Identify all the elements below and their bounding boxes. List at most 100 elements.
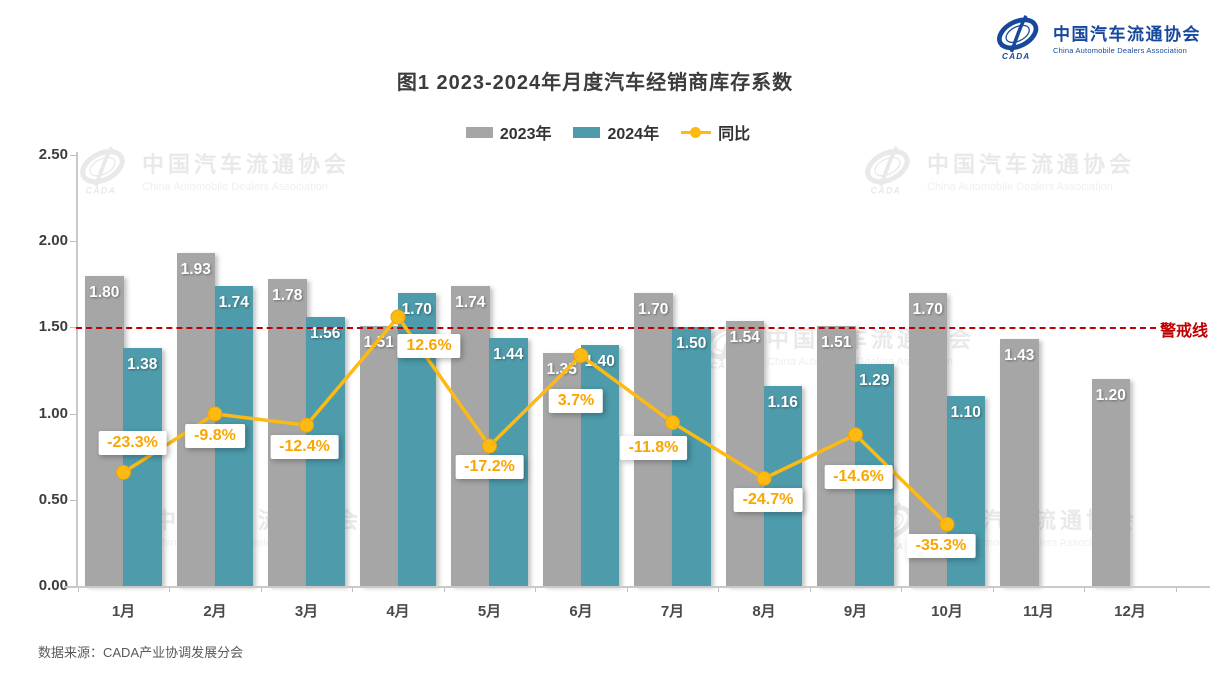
bar-value-label: 1.38 <box>127 356 158 374</box>
y-axis-label: 1.00 <box>38 404 68 422</box>
bar-value-label: 1.70 <box>912 300 943 318</box>
legend-label-2023: 2023年 <box>499 126 552 143</box>
legend-label-2024: 2024年 <box>607 126 660 143</box>
x-axis-label: 2月 <box>203 603 227 620</box>
watermark-en: China Automobile Dealers Association <box>927 181 1113 193</box>
yoy-label: -11.8% <box>619 435 688 460</box>
y-axis-tick <box>70 155 77 156</box>
bar-2023 <box>268 279 307 586</box>
x-axis-label: 5月 <box>477 603 502 620</box>
legend: 2023年 2024年 同比 <box>0 120 1216 144</box>
bar-value-label: 1.70 <box>638 300 669 318</box>
yoy-label: 12.6% <box>397 333 461 358</box>
bar-value-label: 1.74 <box>218 294 249 312</box>
x-axis-label: 4月 <box>386 603 410 620</box>
bar-value-label: 1.44 <box>493 345 524 363</box>
x-axis-tick <box>443 587 445 592</box>
y-axis-label: 2.00 <box>38 232 68 250</box>
threshold-line <box>76 327 1156 330</box>
x-axis-tick <box>1084 587 1085 592</box>
bar-2023 <box>176 253 215 586</box>
yoy-label: -17.2% <box>455 454 524 479</box>
y-axis <box>76 152 78 586</box>
y-axis-label: 0.50 <box>38 490 68 508</box>
yoy-label: -35.3% <box>906 534 976 559</box>
watermark: 中国汽车流通协会 China Automobile Dealers Associa… <box>78 145 350 195</box>
watermark-cn: 中国汽车流通协会 <box>142 152 351 177</box>
bar-value-label: 1.74 <box>455 294 486 312</box>
x-axis <box>64 586 1210 588</box>
cada-emblem-icon <box>995 14 1045 60</box>
bar-2024 <box>123 348 162 586</box>
bar-value-label: 1.20 <box>1095 387 1126 405</box>
x-axis-label: 9月 <box>843 603 868 620</box>
bar-2023 <box>542 353 581 586</box>
x-axis-tick <box>535 587 536 592</box>
x-axis-label: 3月 <box>294 603 319 620</box>
x-axis-tick <box>718 587 719 592</box>
bar-value-label: 1.16 <box>767 394 798 412</box>
watermark-en: China Automobile Dealers Association <box>142 181 328 193</box>
x-axis-label: 11月 <box>1023 603 1054 620</box>
legend-swatch-2024-icon <box>573 126 601 138</box>
logo-cn-text: 中国汽车流通协会 <box>1053 24 1201 44</box>
bar-2023 <box>359 325 398 586</box>
page-title: 图1 2023-2024年月度汽车经销商库存系数 <box>396 72 794 94</box>
legend-item-2023: 2023年 <box>465 120 552 144</box>
bar-2023 <box>451 286 490 586</box>
yoy-label: -12.4% <box>270 435 339 460</box>
cada-logo: 中国汽车流通协会 China Automobile Dealers Associ… <box>995 14 1201 60</box>
legend-swatch-2023-icon <box>465 126 493 138</box>
bar-value-label: 1.54 <box>729 328 760 346</box>
x-axis-label: 7月 <box>660 603 685 620</box>
x-axis-tick <box>169 587 170 592</box>
x-axis-label: 10月 <box>931 603 963 620</box>
bar-2023 <box>817 325 856 586</box>
bar-value-label: 1.50 <box>676 335 707 353</box>
watermark: 中国汽车流通协会 China Automobile Dealers Associa… <box>863 145 1135 195</box>
legend-item-2024: 2024年 <box>573 120 659 144</box>
logo-en-text: China Automobile Dealers Association <box>1053 45 1187 55</box>
x-axis-tick <box>626 587 628 592</box>
x-axis-label: 12月 <box>1114 603 1146 620</box>
bar-2023 <box>725 320 764 586</box>
x-axis-tick <box>901 587 902 592</box>
x-axis-tick <box>1175 587 1177 592</box>
bar-value-label: 1.43 <box>1004 347 1035 365</box>
x-axis-tick <box>260 587 262 592</box>
watermark-logo-icon <box>863 145 917 195</box>
yoy-label: 3.7% <box>548 389 604 414</box>
yoy-label: -23.3% <box>98 431 167 456</box>
bar-2023 <box>1000 339 1039 586</box>
legend-label-yoy: 同比 <box>718 126 751 143</box>
y-axis-label: 1.50 <box>38 318 68 336</box>
x-axis-tick <box>992 587 994 592</box>
y-axis-tick <box>70 327 77 329</box>
legend-line-dot-icon <box>681 126 712 138</box>
bar-value-label: 1.29 <box>859 371 890 389</box>
bar-value-label: 1.40 <box>584 352 615 370</box>
bar-value-label: 1.51 <box>363 333 394 351</box>
legend-item-yoy: 同比 <box>681 120 750 144</box>
bar-2023 <box>1091 379 1130 586</box>
y-axis-label: 0.00 <box>38 577 68 594</box>
y-axis-tick <box>70 241 77 243</box>
x-axis-tick <box>809 587 811 592</box>
bar-2024 <box>763 386 802 586</box>
y-axis-tick <box>70 499 77 501</box>
bar-value-label: 1.10 <box>950 404 981 422</box>
x-axis-label: 6月 <box>569 603 593 620</box>
x-axis-tick <box>352 587 353 592</box>
source-note: 数据来源：CADA产业协调发展分会 <box>38 645 244 660</box>
threshold-label: 警戒线 <box>1160 323 1209 341</box>
bar-value-label: 1.51 <box>821 333 852 351</box>
watermark-logo-icon <box>78 145 132 195</box>
yoy-label: -9.8% <box>185 423 245 448</box>
bar-value-label: 1.70 <box>401 300 432 318</box>
y-axis-tick <box>70 413 77 415</box>
yoy-label: -14.6% <box>824 464 893 489</box>
bar-value-label: 1.93 <box>180 261 211 279</box>
bar-value-label: 1.35 <box>546 361 577 379</box>
watermark-cn: 中国汽车流通协会 <box>927 152 1136 177</box>
